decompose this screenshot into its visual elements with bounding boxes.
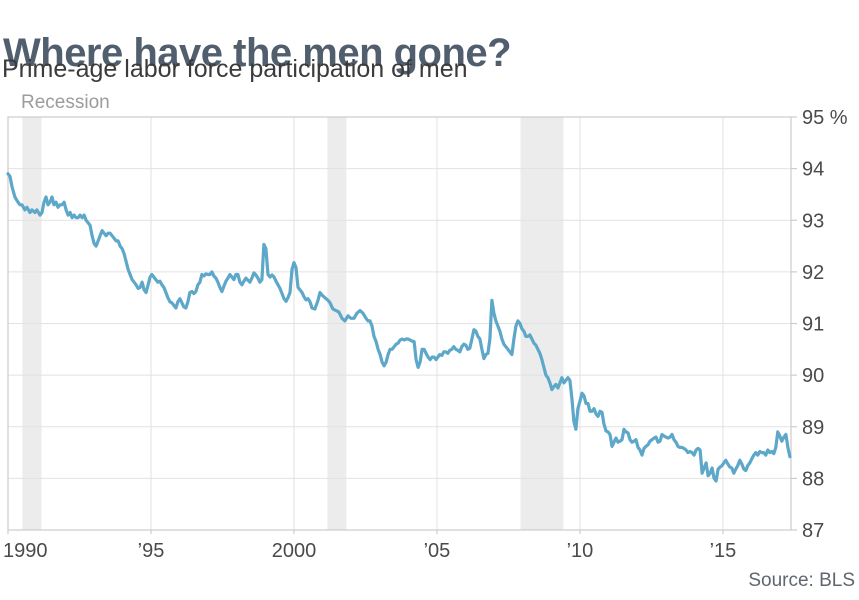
x-axis-label: ’05 bbox=[424, 540, 451, 562]
x-axis-label: 2000 bbox=[272, 540, 317, 562]
y-axis-label: 92 bbox=[802, 262, 824, 284]
y-axis-label: 94 bbox=[802, 159, 824, 181]
chart-subtitle: Prime-age labor force participation of m… bbox=[2, 55, 468, 83]
plot-border bbox=[7, 116, 792, 531]
y-axis-label: 90 bbox=[802, 365, 824, 387]
y-axis-label: 93 bbox=[802, 210, 824, 232]
recession-legend-label: Recession bbox=[21, 92, 110, 113]
x-axis-label: ’15 bbox=[710, 540, 737, 562]
x-axis-label: ’95 bbox=[138, 540, 165, 562]
y-axis-label: 87 bbox=[802, 520, 824, 542]
y-axis-label: 95 % bbox=[802, 107, 848, 129]
y-axis-label: 88 bbox=[802, 468, 824, 490]
y-axis-label: 91 bbox=[802, 314, 824, 336]
y-axis-label: 89 bbox=[802, 417, 824, 439]
x-axis-label: ’10 bbox=[567, 540, 594, 562]
participation-line bbox=[6, 172, 792, 483]
page-title: Where have the men gone? bbox=[3, 30, 512, 75]
x-axis-label: 1990 bbox=[3, 540, 48, 562]
source-label: Source: BLS bbox=[748, 570, 855, 591]
